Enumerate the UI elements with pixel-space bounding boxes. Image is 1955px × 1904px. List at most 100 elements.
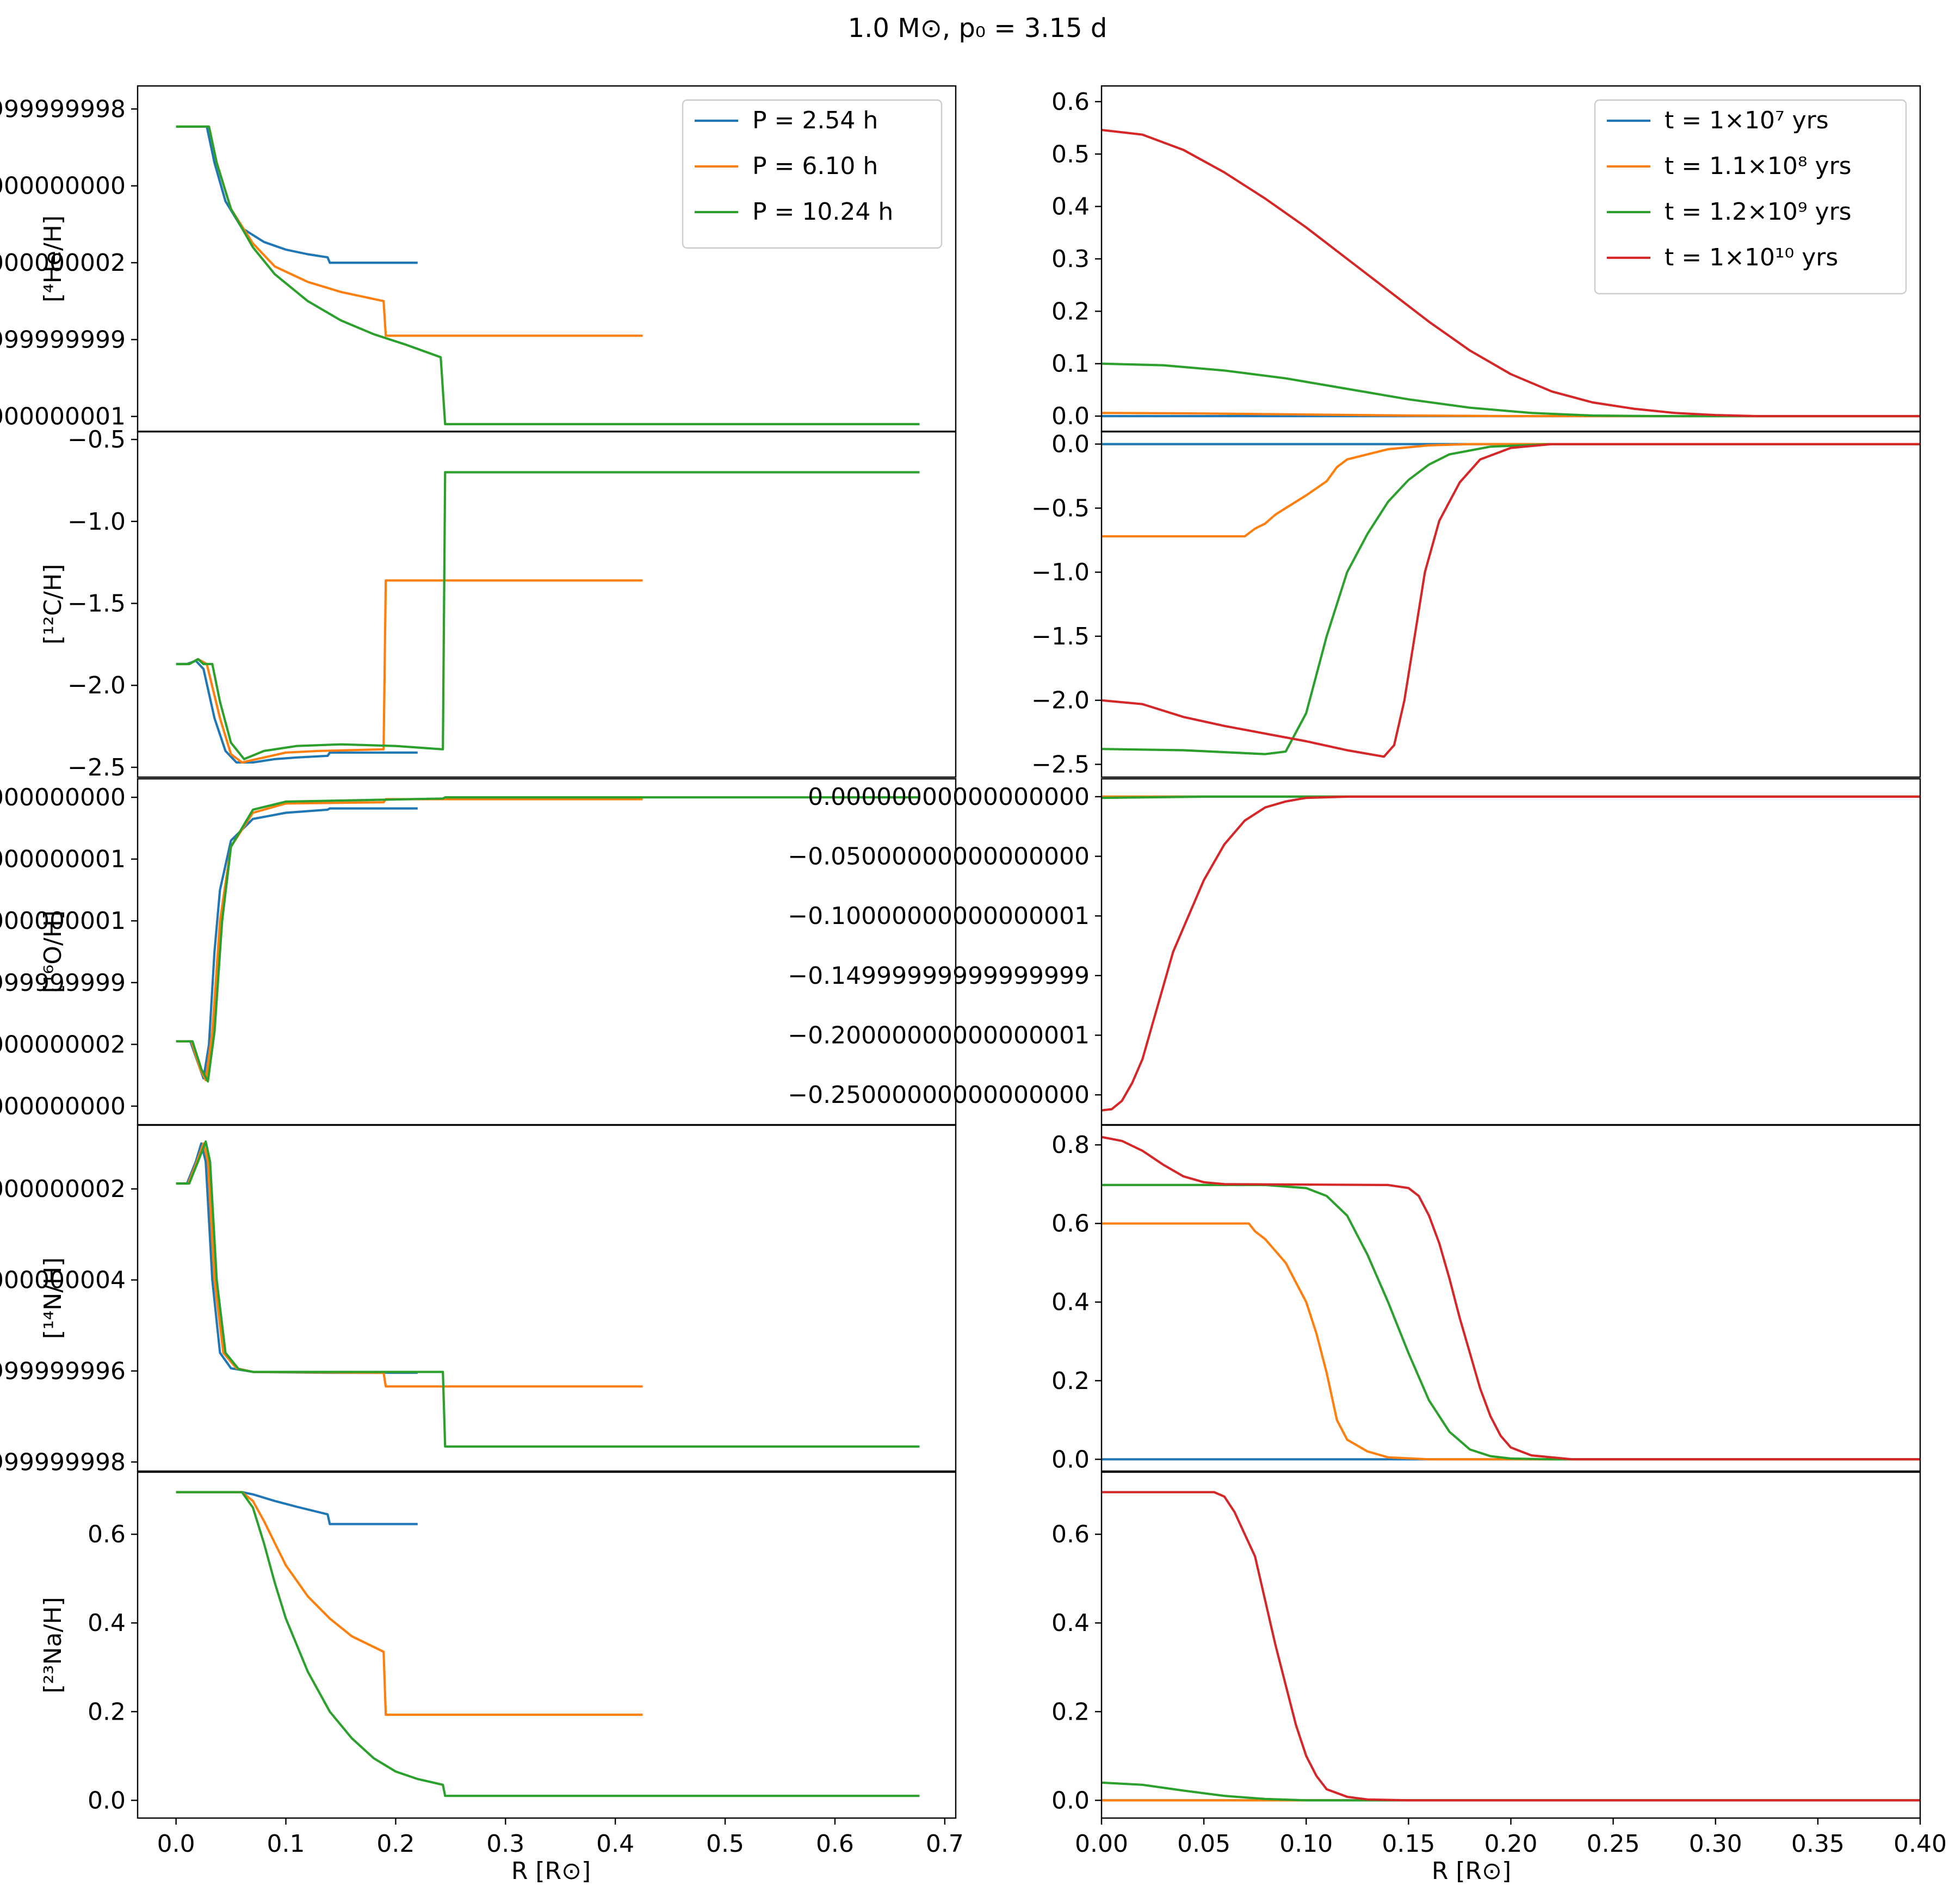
series-line-left-He-2 [176,125,920,425]
y-tick-label-right-O-2: −0.14999999999999999 [788,962,1090,990]
legend-right-He: t = 1×10⁷ yrs t = 1.1×10⁸ yrs t = 1.2×10⁹ … [1594,99,1907,295]
figure-suptitle: 1.0 M⊙, p₀ = 3.15 d [848,13,1108,44]
panel-right-O: −0.25000000000000000 −0.20000000000000001… [788,778,1921,1126]
axes-frame-right-N [1100,1124,1921,1472]
y-tick-label-left-O-5: 0.00000000000000000 [0,784,126,811]
y-tick-label-left-Na-0: 0.0 [88,1787,126,1814]
series-line-left-He-1 [176,125,643,337]
y-tick-label-right-C-3: −1.0 [1031,559,1090,586]
x-tick-label-right-Na-0: 0.00 [1075,1830,1128,1858]
y-tick-label-right-He-4: 0.4 [1051,193,1090,221]
series-line-left-N-2 [176,1140,920,1448]
series-line-left-C-0 [176,659,418,764]
x-tick-label-right-Na-2: 0.10 [1279,1830,1333,1858]
legend-label-1: t = 1.1×10⁸ yrs [1665,152,1852,180]
legend-label-3: t = 1×10¹⁰ yrs [1665,244,1838,271]
panel-right-Na: 0.0 0.2 0.4 0.6 0.00 0.05 0.10 0.15 0.20 0.25 0.30… [1051,1471,1947,1858]
y-tick-label-right-N-0: 0.0 [1051,1446,1090,1473]
y-tick-label-right-C-2: −1.5 [1031,623,1090,650]
x-axis-label-right: R [R⊙] [1432,1857,1511,1885]
series-line-right-Na-3 [1102,1491,1920,1802]
y-tick-label-left-N-2: 0.80000000000000004 [0,1267,126,1294]
legend-label-0: P = 2.54 h [752,107,878,134]
y-tick-label-left-O-1: −0.40000000000000002 [0,1031,126,1058]
panel-left-Na: 0.0 0.2 0.4 0.6 0.0 0.1 0.2 0.3 0.4 0.5 0.6 0.7 [²³N… [39,1471,964,1858]
y-tick-label-right-C-0: −2.5 [1031,751,1090,778]
panel-right-He: 0.0 0.1 0.2 0.3 0.4 0.5 0.6 t = 1×10⁷ yrs t = 1.… [1051,85,1921,433]
y-tick-label-right-Na-0: 0.0 [1051,1787,1090,1814]
series-line-right-He-2 [1102,362,1920,418]
x-tick-label-left-Na-3: 0.3 [486,1830,524,1858]
x-tick-label-left-Na-5: 0.5 [706,1830,744,1858]
y-tick-label-right-O-4: −0.05000000000000000 [788,843,1090,871]
y-tick-label-left-O-2: −0.29999999999999999 [0,969,126,997]
x-tick-label-left-Na-0: 0.0 [157,1830,195,1858]
y-tick-label-right-He-2: 0.2 [1051,297,1090,325]
series-line-right-N-1 [1102,1222,1920,1461]
x-tick-label-right-Na-7: 0.35 [1791,1830,1845,1858]
series-line-right-N-2 [1102,1183,1920,1461]
y-tick-label-right-C-1: −2.0 [1031,687,1090,715]
y-tick-label-left-O-3: −0.20000000000000001 [0,907,126,935]
y-tick-label-left-He-0: 0.20000000000000001 [0,403,126,431]
y-axis-label-left-He: [⁴He/H] [39,215,67,302]
y-tick-label-right-O-3: −0.10000000000000001 [788,902,1090,930]
legend-left-He: P = 2.54 h P = 6.10 h P = 10.24 h [682,99,943,249]
series-line-right-N-3 [1102,1136,1920,1461]
y-tick-label-left-He-2: 0.40000000000000002 [0,249,126,277]
y-tick-label-left-C-4: −0.5 [67,426,126,454]
axes-frame-left-C [137,430,957,778]
y-tick-label-left-C-2: −1.5 [67,590,126,617]
y-axis-label-left-N: [¹⁴N/H] [39,1257,67,1339]
panel-right-C: −2.5 −2.0 −1.5 −1.0 −0.5 0.0 [1031,431,1921,778]
x-tick-label-right-Na-4: 0.20 [1484,1830,1538,1858]
series-line-left-Na-2 [176,1491,920,1797]
y-axis-label-left-C: [¹²C/H] [39,564,67,644]
x-tick-label-left-Na-7: 0.7 [926,1830,964,1858]
panel-left-C: −2.5 −2.0 −1.5 −1.0 −0.5 [¹²C/H] [39,426,957,782]
series-line-left-Na-0 [176,1491,418,1525]
series-line-left-He-0 [176,125,418,264]
y-tick-label-right-Na-1: 0.2 [1051,1698,1090,1726]
y-tick-label-right-He-3: 0.3 [1051,245,1090,273]
x-tick-label-left-Na-6: 0.6 [816,1830,854,1858]
series-line-left-C-2 [176,471,920,760]
series-line-right-Na-2 [1102,1781,1920,1802]
y-tick-label-left-Na-1: 0.2 [88,1698,126,1726]
panel-left-He: 0.20000000000000001 0.29999999999999999 0.… [0,85,957,433]
y-tick-label-left-Na-2: 0.4 [88,1609,126,1637]
axes-frame-right-Na [1100,1471,1921,1819]
x-tick-label-right-Na-8: 0.40 [1894,1830,1947,1858]
y-tick-label-right-O-5: 0.00000000000000000 [808,783,1090,811]
series-line-left-N-1 [176,1142,643,1388]
x-tick-label-left-Na-1: 0.1 [267,1830,305,1858]
y-tick-label-left-C-0: −2.5 [67,754,126,782]
y-tick-label-left-C-3: −1.0 [67,508,126,536]
panel-left-N: 0.59999999999999998 0.69999999999999996 0.… [0,1124,957,1476]
y-tick-label-right-He-0: 0.0 [1051,402,1090,430]
series-line-left-C-1 [176,579,643,764]
axes-frame-left-N [137,1124,957,1472]
x-tick-label-right-Na-3: 0.15 [1382,1830,1435,1858]
x-tick-label-right-Na-1: 0.05 [1177,1830,1230,1858]
y-tick-label-right-O-0: −0.25000000000000000 [788,1081,1090,1109]
y-tick-label-right-N-3: 0.6 [1051,1210,1090,1238]
series-line-right-C-3 [1102,443,1920,758]
x-tick-label-left-Na-2: 0.2 [376,1830,414,1858]
y-tick-label-left-C-1: −2.0 [67,672,126,699]
legend-label-2: t = 1.2×10⁹ yrs [1665,198,1852,226]
legend-label-1: P = 6.10 h [752,152,878,180]
y-tick-label-right-Na-3: 0.6 [1051,1521,1090,1548]
panels: 0.20000000000000001 0.29999999999999999 0.… [0,85,1947,1858]
series-line-left-Na-1 [176,1491,643,1716]
axes-frame-right-O [1100,778,1921,1126]
legend-box [682,99,943,249]
legend-box [1594,99,1907,295]
y-tick-label-left-Na-3: 0.6 [88,1521,126,1548]
series-line-right-O-3 [1102,795,1920,1112]
legend-label-2: P = 10.24 h [752,198,893,226]
y-tick-label-left-He-4: 0.59999999999999998 [0,95,126,123]
